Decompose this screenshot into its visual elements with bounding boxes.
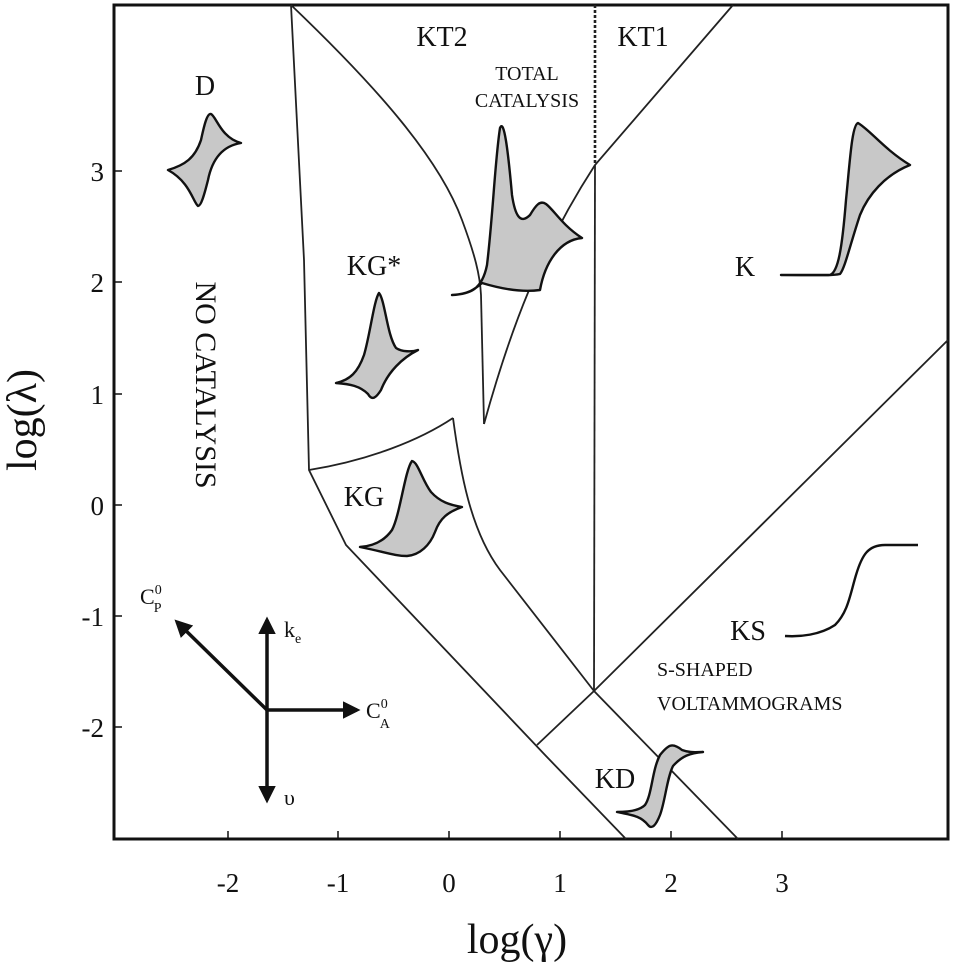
vector-label-upsilon: υ: [284, 785, 295, 810]
boundary-kg-right: [452, 417, 595, 692]
voltammogram-d: [166, 112, 243, 208]
zone-label-s-shaped-2: VOLTAMMOGRAMS: [657, 693, 842, 715]
y-axis-title: log(λ): [0, 369, 46, 471]
vector-label-cp: C0 P: [140, 583, 162, 616]
boundary-ks-diagonal: [536, 339, 949, 746]
y-tick-label: 2: [91, 268, 105, 298]
boundary-kt-divider: [480, 294, 485, 425]
vector-label-ke: ke: [284, 617, 301, 647]
boundary-kg-upper: [308, 417, 454, 471]
x-axis-title: log(γ): [467, 917, 567, 963]
boundary-no-catalysis: [290, 4, 627, 840]
x-tick-labels: -2 -1 0 1 2 3: [217, 868, 789, 898]
parameter-vectors: [174, 616, 361, 804]
x-tick-label: -2: [217, 868, 240, 898]
zone-label-kg-star: KG*: [347, 251, 401, 282]
zone-label-kt2: KT2: [416, 22, 467, 53]
plot-frame: [112, 3, 950, 841]
x-tick-label: -1: [327, 868, 350, 898]
voltammogram-glyphs: [166, 112, 918, 829]
voltammogram-k: [779, 121, 912, 277]
voltammogram-kd: [615, 744, 705, 829]
x-tick-label: 0: [442, 868, 456, 898]
zone-label-d: D: [195, 71, 215, 102]
y-tick-label: 1: [91, 380, 105, 410]
vector-label-ca: C0 A: [366, 697, 391, 732]
y-tick-label: 0: [91, 491, 105, 521]
zone-label-s-shaped-1: S-SHAPED: [657, 659, 753, 681]
zone-label-k: K: [735, 252, 755, 283]
zone-label-no-catalysis: NO CATALYSIS: [189, 281, 222, 488]
boundary-vertical-k: [593, 164, 596, 692]
vector-cp-arrow: [174, 619, 269, 712]
zone-label-total-catalysis-1: TOTAL: [495, 63, 559, 85]
y-tick-labels: 3 2 1 0 -1 -2: [82, 157, 105, 743]
voltammogram-kg: [358, 459, 464, 558]
zone-label-kg: KG: [344, 482, 384, 513]
x-tick-label: 3: [775, 868, 789, 898]
boundary-kt2-upper: [290, 4, 482, 296]
zone-label-ks: KS: [730, 616, 766, 647]
zone-label-total-catalysis-2: CATALYSIS: [475, 90, 579, 112]
x-tick-label: 2: [664, 868, 678, 898]
zone-label-kd: KD: [595, 764, 635, 795]
y-tick-label: -1: [82, 602, 105, 632]
y-tick-marks: [114, 170, 122, 728]
voltammogram-kg-star: [334, 291, 420, 400]
y-tick-label: -2: [82, 713, 105, 743]
voltammogram-ks: [784, 543, 918, 638]
x-tick-marks: [227, 831, 783, 839]
zone-label-kt1: KT1: [617, 22, 668, 53]
x-tick-label: 1: [553, 868, 567, 898]
voltammogram-total-catalysis: [450, 125, 584, 297]
y-tick-label: 3: [91, 157, 105, 187]
zone-boundaries: [290, 4, 949, 840]
